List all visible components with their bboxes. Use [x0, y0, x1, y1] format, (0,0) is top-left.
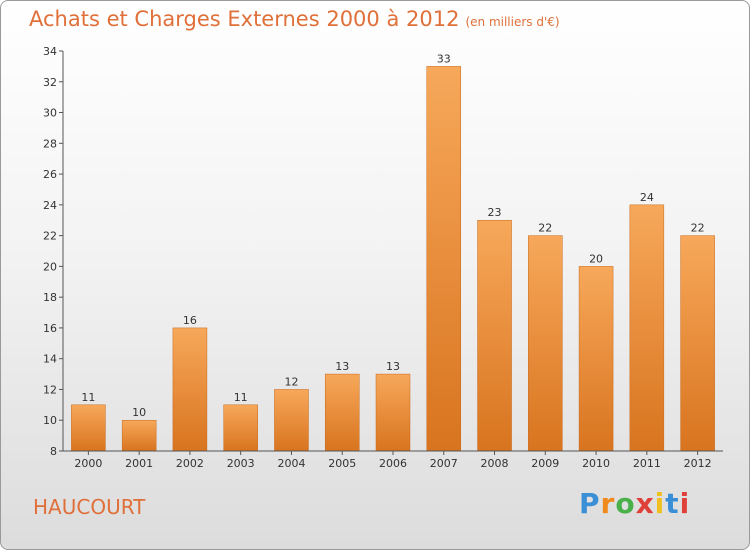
x-axis: 2000 2001 2002 2003 2004 2005 2006 2007 2008 2009… [63, 450, 723, 470]
bar-2004 [274, 389, 309, 452]
y-tick-label: 16 [43, 322, 57, 335]
bar-value-label: 13 [335, 360, 349, 373]
bar-value-label: 11 [234, 391, 248, 404]
proxiti-logo: Proxiti [579, 487, 690, 520]
bar-2011 [629, 204, 665, 452]
bar-2010 [578, 266, 614, 452]
bar-2003 [223, 404, 258, 452]
y-tick-label: 30 [43, 107, 57, 120]
x-tick-label: 2009 [531, 457, 559, 470]
bar-2002 [172, 327, 208, 452]
y-tick-label: 24 [43, 199, 57, 212]
y-tick-label: 8 [50, 445, 57, 458]
y-tick-label: 18 [43, 291, 57, 304]
y-tick-label: 20 [43, 260, 57, 273]
bars-group: 11 10 16 11 12 13 13 33 23 22 20 24 22 [71, 52, 715, 452]
bar-2001 [121, 419, 157, 452]
chart-title: Achats et Charges Externes 2000 à 2012 (e… [29, 7, 560, 31]
y-tick-label: 14 [43, 353, 57, 366]
y-tick-label: 22 [43, 230, 57, 243]
title-text: Achats et Charges Externes 2000 à 2012 [29, 7, 460, 31]
x-tick-label: 2000 [74, 457, 102, 470]
x-tick-label: 2003 [227, 457, 255, 470]
commune-name: HAUCOURT [33, 495, 146, 519]
x-tick-label: 2004 [277, 457, 305, 470]
bar-2008 [477, 219, 512, 452]
bar-value-label: 24 [640, 191, 654, 204]
bar-value-label: 22 [538, 222, 552, 235]
logo-letter: o [615, 487, 636, 520]
y-tick-label: 10 [43, 414, 57, 427]
bar-2007 [426, 66, 462, 452]
x-tick-label: 2011 [633, 457, 661, 470]
y-tick-label: 32 [43, 76, 57, 89]
x-tick-label: 2010 [582, 457, 610, 470]
logo-letter: r [600, 487, 616, 520]
logo-letter: i [679, 487, 691, 520]
logo-letter: t [665, 487, 680, 520]
x-tick-label: 2005 [328, 457, 356, 470]
bar-2000 [71, 404, 106, 452]
chart-subtitle: (en milliers d'€) [465, 15, 560, 29]
bar-value-label: 11 [81, 391, 95, 404]
y-tick-label: 34 [43, 45, 57, 58]
bar-value-label: 16 [183, 314, 197, 327]
bar-value-label: 22 [691, 222, 705, 235]
bar-value-label: 33 [437, 52, 451, 65]
y-tick-label: 28 [43, 137, 57, 150]
bar-2009 [528, 235, 563, 452]
bar-2005 [324, 373, 360, 452]
x-tick-label: 2001 [125, 457, 153, 470]
bar-value-label: 10 [132, 406, 146, 419]
x-tick-label: 2006 [379, 457, 407, 470]
bar-value-label: 20 [589, 252, 603, 265]
y-tick-label: 26 [43, 168, 57, 181]
x-tick-label: 2002 [176, 457, 204, 470]
x-tick-label: 2007 [430, 457, 458, 470]
logo-letter: x [635, 487, 655, 520]
logo-letter: P [579, 487, 601, 520]
bar-value-label: 13 [386, 360, 400, 373]
y-tick-label: 12 [43, 383, 57, 396]
bar-2012 [680, 235, 715, 452]
logo-letter: i [654, 487, 666, 520]
bar-value-label: 12 [284, 375, 298, 388]
y-axis: 8 10 12 14 16 18 20 22 24 26 28 30 32 34 [43, 45, 64, 458]
bar-value-label: 23 [488, 206, 502, 219]
x-tick-label: 2008 [481, 457, 509, 470]
bar-2006 [375, 373, 411, 452]
x-tick-label: 2012 [684, 457, 712, 470]
